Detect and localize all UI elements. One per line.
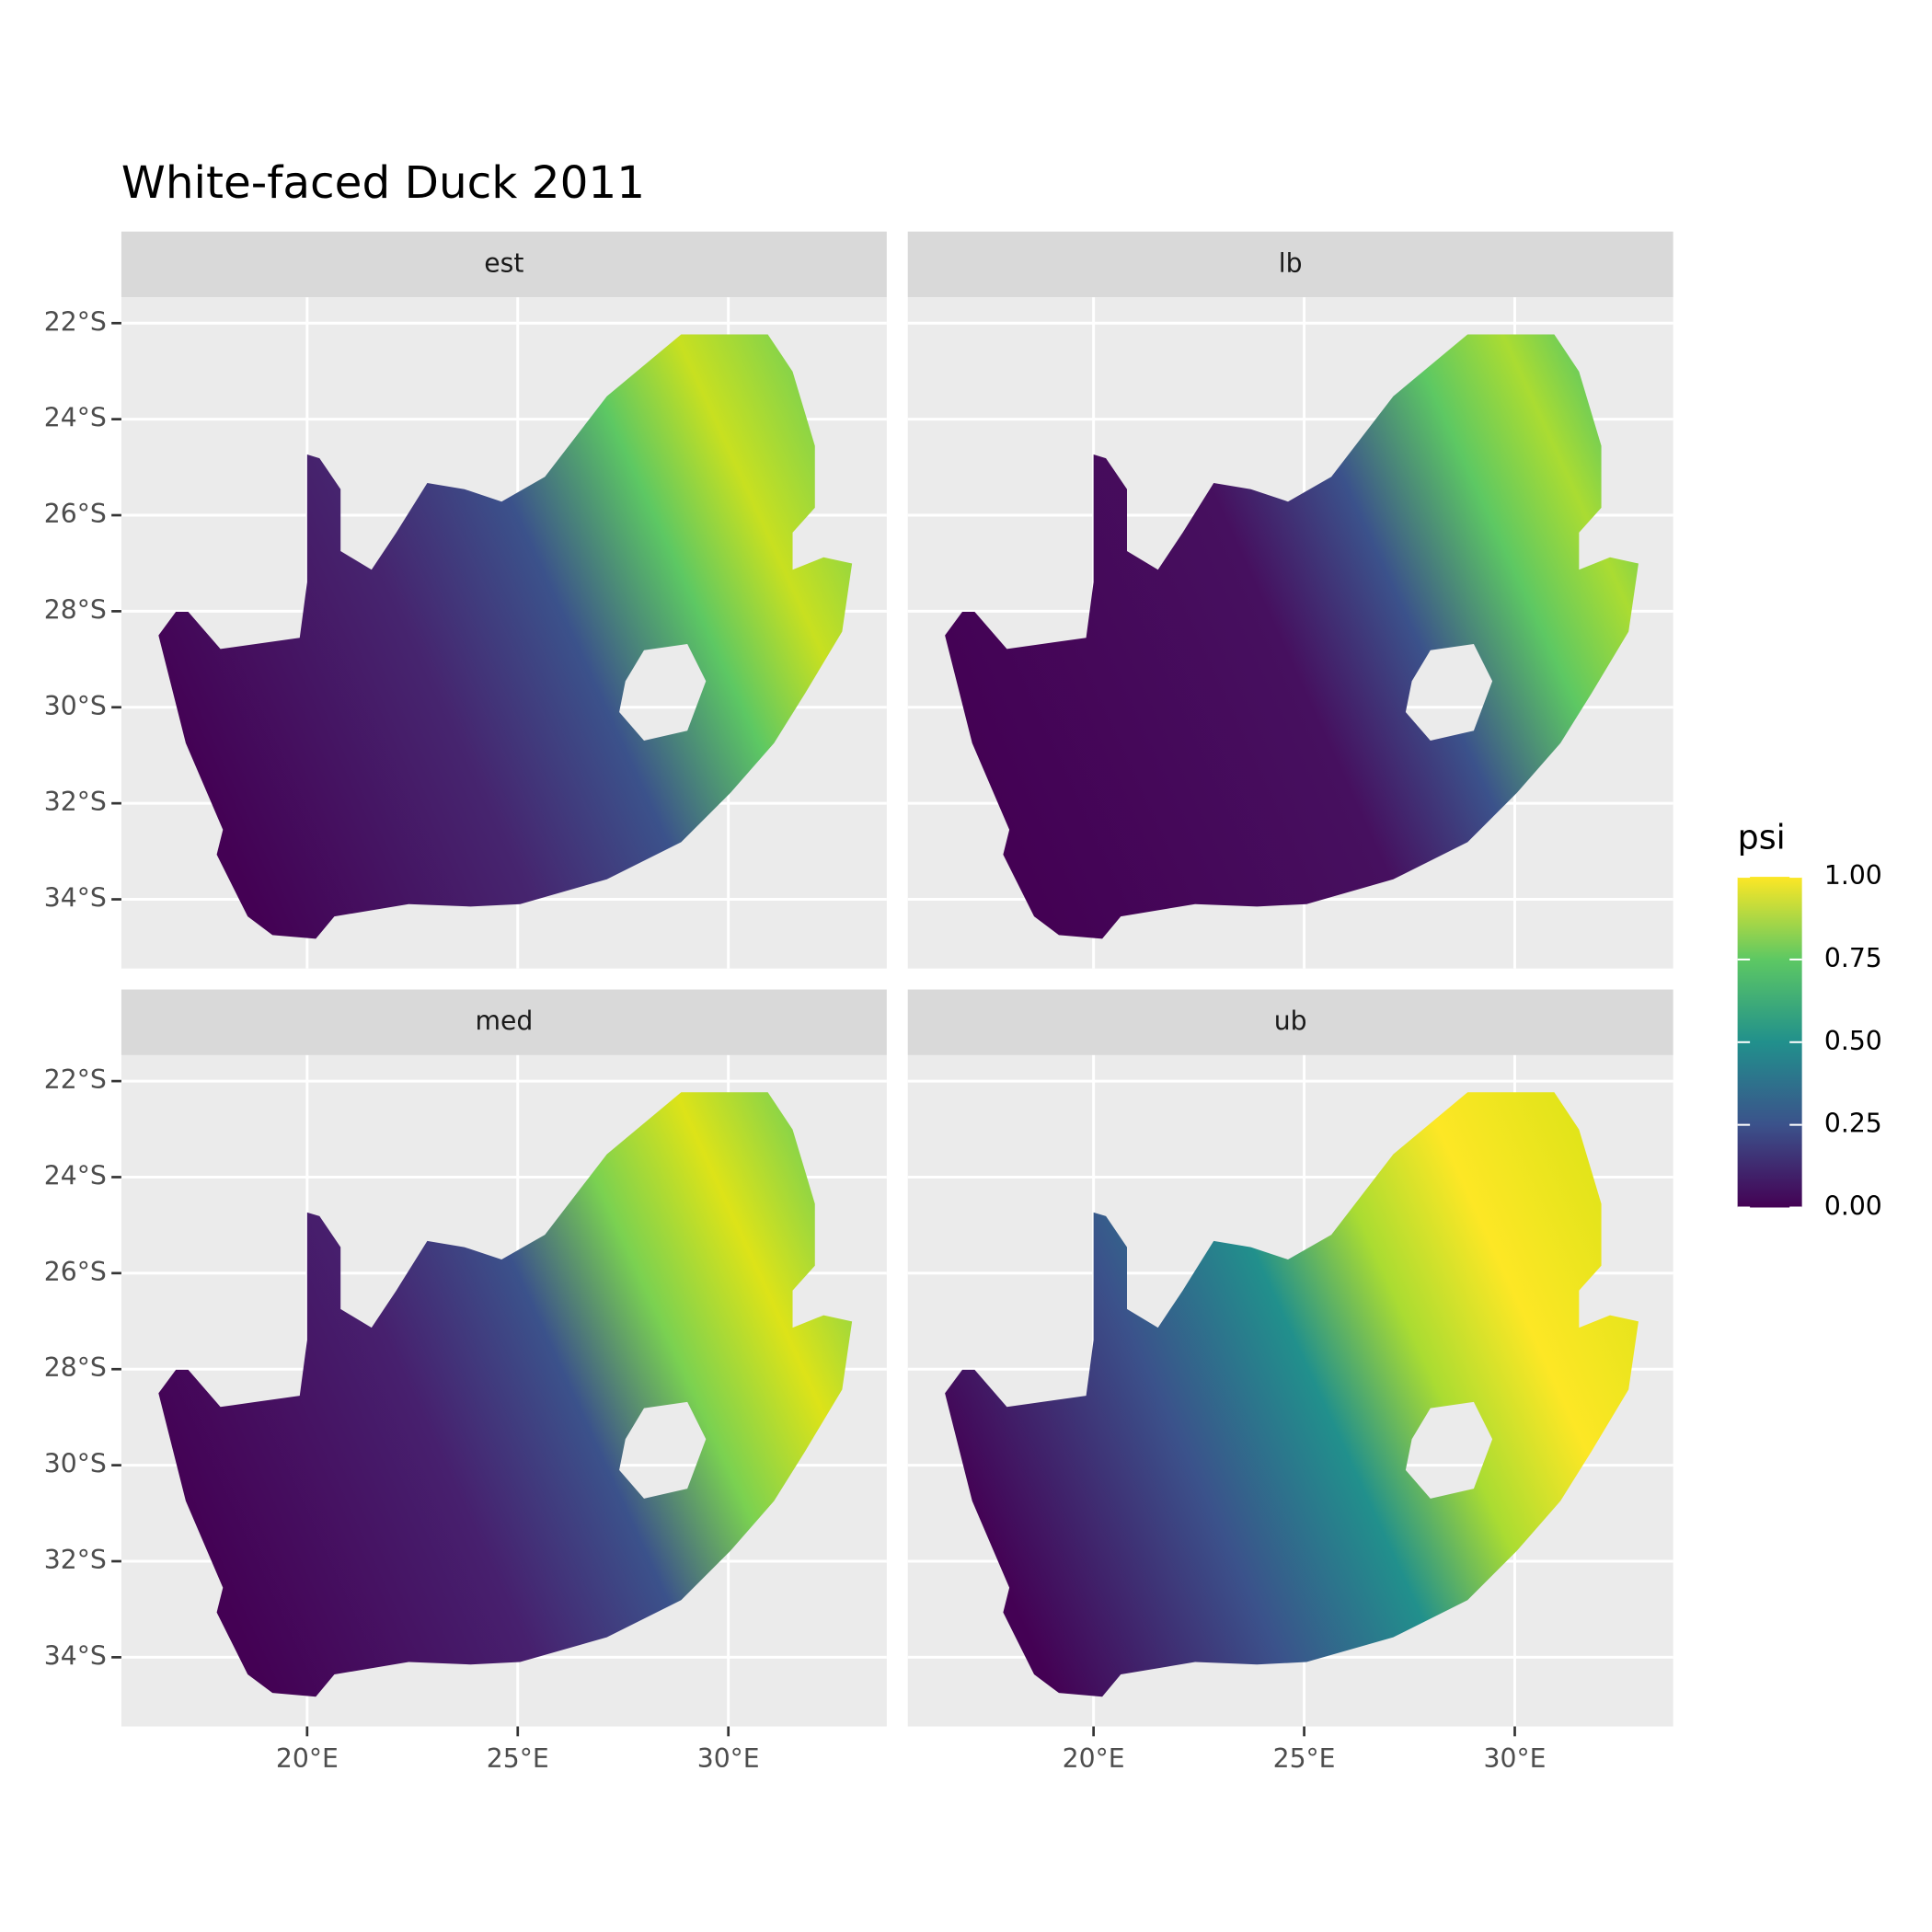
y-tick-label: 26°S: [44, 499, 107, 529]
facet-strip: [907, 989, 1673, 1055]
y-tick-label: 32°S: [44, 1545, 107, 1575]
y-tick-label: 22°S: [44, 1064, 107, 1095]
facet-label: est: [484, 247, 523, 278]
facet-label: lb: [1279, 247, 1303, 278]
chart-title: White-faced Duck 2011: [121, 157, 645, 209]
y-tick-label: 28°S: [44, 594, 107, 625]
legend-label: 0.50: [1824, 1026, 1882, 1056]
legend-title: psi: [1738, 818, 1786, 857]
map-raster: [158, 1092, 853, 1697]
legend-label: 0.75: [1824, 943, 1882, 973]
legend-label: 0.00: [1824, 1190, 1882, 1221]
y-tick-label: 28°S: [44, 1352, 107, 1383]
x-tick-label: 30°E: [1484, 1743, 1547, 1774]
y-tick-label: 34°S: [44, 883, 107, 914]
legend-label: 1.00: [1824, 860, 1882, 891]
x-tick-label: 25°E: [487, 1743, 549, 1774]
facet-label: med: [475, 1006, 533, 1036]
y-tick-label: 34°S: [44, 1640, 107, 1671]
y-tick-label: 24°S: [44, 403, 107, 433]
legend-label: 0.25: [1824, 1109, 1882, 1139]
facet-strip: [121, 231, 887, 298]
facet-label: ub: [1274, 1006, 1307, 1036]
y-tick-label: 30°S: [44, 691, 107, 721]
map-raster: [945, 1092, 1639, 1697]
y-tick-label: 32°S: [44, 787, 107, 817]
facet-strip: [121, 989, 887, 1055]
x-tick-label: 20°E: [1063, 1743, 1125, 1774]
y-tick-label: 26°S: [44, 1257, 107, 1287]
x-tick-label: 30°E: [697, 1743, 760, 1774]
x-tick-label: 25°E: [1273, 1743, 1336, 1774]
map-raster: [158, 334, 853, 939]
y-tick-label: 22°S: [44, 306, 107, 337]
x-tick-label: 20°E: [276, 1743, 339, 1774]
facet-strip: [907, 231, 1673, 298]
y-tick-label: 24°S: [44, 1160, 107, 1190]
map-raster: [945, 334, 1639, 939]
y-tick-label: 30°S: [44, 1449, 107, 1479]
